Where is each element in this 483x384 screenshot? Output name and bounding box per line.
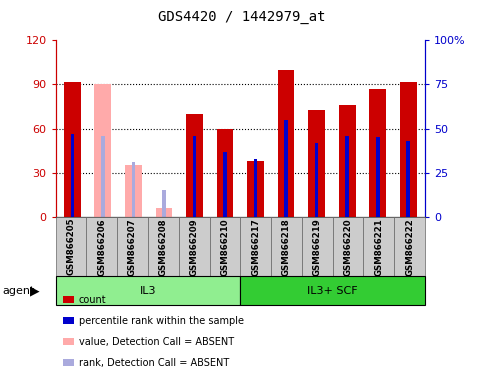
- Bar: [247, 161, 264, 217]
- Bar: [308, 109, 325, 217]
- Text: IL3: IL3: [140, 286, 156, 296]
- Text: GSM866221: GSM866221: [374, 218, 384, 276]
- Text: percentile rank within the sample: percentile rank within the sample: [79, 316, 244, 326]
- Text: GSM866208: GSM866208: [159, 218, 168, 276]
- Bar: [156, 208, 172, 217]
- Bar: [278, 70, 295, 217]
- Bar: [315, 143, 318, 217]
- Bar: [339, 105, 355, 217]
- Text: GSM866219: GSM866219: [313, 218, 322, 276]
- Bar: [345, 136, 349, 217]
- Bar: [131, 162, 135, 217]
- Bar: [162, 190, 166, 217]
- Bar: [95, 84, 111, 217]
- Text: GSM866220: GSM866220: [343, 218, 353, 276]
- Text: count: count: [79, 295, 107, 305]
- Text: GDS4420 / 1442979_at: GDS4420 / 1442979_at: [158, 10, 325, 23]
- Text: rank, Detection Call = ABSENT: rank, Detection Call = ABSENT: [79, 358, 229, 368]
- Bar: [71, 134, 74, 217]
- Bar: [223, 152, 227, 217]
- Bar: [400, 81, 417, 217]
- Text: value, Detection Call = ABSENT: value, Detection Call = ABSENT: [79, 337, 234, 347]
- Bar: [254, 159, 257, 217]
- Text: ▶: ▶: [30, 285, 40, 297]
- Bar: [369, 89, 386, 217]
- Bar: [186, 114, 203, 217]
- Bar: [284, 120, 288, 217]
- Bar: [125, 166, 142, 217]
- Bar: [193, 136, 196, 217]
- Text: GSM866207: GSM866207: [128, 218, 137, 276]
- Text: GSM866210: GSM866210: [220, 218, 229, 276]
- Bar: [217, 129, 233, 217]
- Bar: [376, 137, 380, 217]
- Text: GSM866209: GSM866209: [190, 218, 199, 276]
- Text: agent: agent: [2, 286, 35, 296]
- Text: GSM866222: GSM866222: [405, 218, 414, 276]
- Text: IL3+ SCF: IL3+ SCF: [307, 286, 358, 296]
- Text: GSM866205: GSM866205: [67, 218, 75, 275]
- Bar: [101, 136, 105, 217]
- Bar: [64, 81, 81, 217]
- Text: GSM866217: GSM866217: [251, 218, 260, 276]
- Text: GSM866206: GSM866206: [97, 218, 106, 276]
- Text: GSM866218: GSM866218: [282, 218, 291, 276]
- Bar: [406, 141, 410, 217]
